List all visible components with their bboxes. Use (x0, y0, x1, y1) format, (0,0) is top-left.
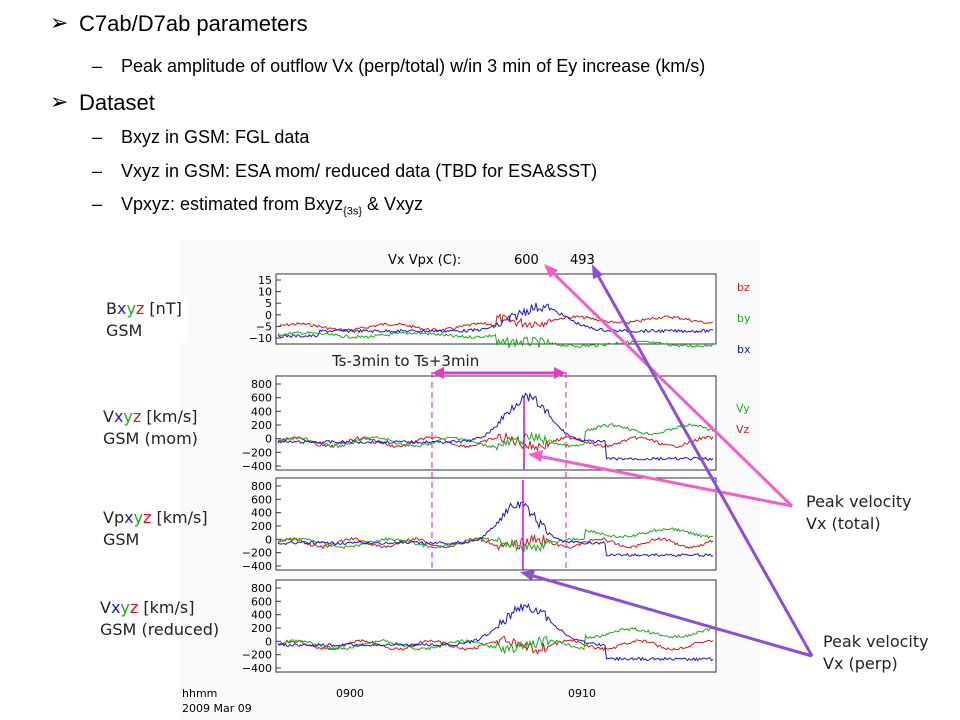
arrow-perp-peak-head (520, 570, 535, 581)
legend-by: by (737, 312, 751, 325)
panel-label-vmom: Vxyz [km/s] GSM (mom) (103, 407, 198, 448)
plot-header-label: Vx Vpx (C): (388, 253, 461, 268)
dash-bullet-icon: – (92, 161, 103, 181)
xyz-z: z (135, 299, 145, 318)
annotation-peak-total: Peak velocity Vx (total) (806, 492, 912, 533)
vp-trace-vx (277, 501, 714, 558)
vmom-tick-4: 0 (265, 433, 272, 446)
vred-tick-0: 800 (251, 582, 272, 595)
vp-trace-vy (277, 527, 714, 553)
panel-frame-vred (275, 579, 717, 673)
b-trace-by (277, 331, 714, 350)
b-trace-bx (277, 302, 714, 339)
b-tick-2: 5 (265, 297, 272, 310)
vmom-trace-vy (277, 423, 714, 452)
vred-tick-1: 600 (251, 595, 272, 608)
x-tick-0910: 0910 (568, 687, 596, 700)
vmom-tick-1: 600 (251, 392, 272, 405)
vmom-trace-vx (277, 392, 714, 462)
panel-label-b: Bxyz [nT] GSM (106, 298, 188, 342)
xyz-x: x (116, 299, 127, 318)
arrow-total-peak-head (528, 450, 543, 462)
vred-tick-4: 0 (265, 635, 272, 648)
vmom-tick-0: 800 (251, 378, 272, 391)
b-tick-3: 0 (265, 309, 272, 322)
dash-bullet-icon: – (92, 56, 103, 76)
vred-tick-6: −400 (242, 662, 272, 675)
vp-tick-3: 200 (251, 520, 272, 533)
annotation-peak-perp: Peak velocity Vx (perp) (823, 632, 929, 673)
vp-item-prefix: Vpxyz: estimated from Bxyz (121, 194, 344, 214)
panel-frame-vmom (275, 375, 717, 471)
dataset-item-bxyz: Bxyz in GSM: FGL data (121, 127, 310, 147)
b-tick-4: −5 (256, 320, 272, 333)
vred-tick-3: 200 (251, 622, 272, 635)
arrow-total-to-header (546, 266, 794, 508)
vred-trace-vy (277, 626, 714, 654)
arrow-perp-to-header (594, 271, 814, 657)
vmom-tick-2: 400 (251, 405, 272, 418)
vmom-tick-3: 200 (251, 419, 272, 432)
window-arrow-right-head (554, 367, 566, 379)
time-axis-label: hhmm (182, 687, 217, 700)
vp-tick-6: −400 (242, 560, 272, 573)
dash-bullet-icon: – (92, 194, 103, 214)
vp-tick-2: 400 (251, 507, 272, 520)
arrow-perp-to-peak (529, 573, 813, 658)
axis-ticks: 151050−5−108006004002000−200−40080060040… (242, 274, 281, 675)
vp-tick-4: 0 (265, 533, 272, 546)
date-label: 2009 Mar 09 (182, 702, 252, 715)
x-tick-0900: 0900 (336, 687, 364, 700)
dash-bullet-icon: – (92, 127, 103, 147)
arrow-bullet-icon: ➢ (50, 90, 69, 115)
plot-header-vx: 600 (514, 253, 539, 268)
legend-vy: Vy (736, 402, 750, 415)
arrow-total-to-peak (537, 454, 793, 508)
b-tick-1: 10 (258, 286, 272, 299)
bullet-title-dataset: Dataset (79, 90, 155, 115)
arrow-perp-header-head (592, 264, 603, 279)
vp-item-sub: {3s} (343, 205, 363, 218)
panel-frame-b (275, 273, 717, 345)
vmom-trace-vz (277, 431, 714, 452)
window-arrow-left-head (432, 367, 444, 379)
vred-trace-vz (277, 636, 714, 655)
window-label: Ts-3min to Ts+3min (331, 352, 479, 370)
vp-trace-vz (277, 533, 714, 551)
b-tick-5: −10 (249, 332, 272, 345)
vmom-tick-6: −400 (242, 460, 272, 473)
bullet-title-parameters: C7ab/D7ab parameters (79, 11, 308, 36)
dataset-item-vpxyz: Vpxyz: estimated from Bxyz{3s} & Vxyz (121, 193, 423, 223)
vp-item-suffix: & Vxyz (362, 194, 424, 214)
plot-header-vpx: 493 (570, 253, 595, 268)
legend-vz: Vz (736, 423, 750, 436)
legend-bz: bz (737, 281, 750, 294)
vp-tick-1: 600 (251, 493, 272, 506)
vred-trace-vx (277, 602, 714, 662)
arrow-bullet-icon: ➢ (50, 11, 69, 36)
vred-tick-2: 400 (251, 609, 272, 622)
b-tick-0: 15 (258, 274, 272, 287)
panel-label-vp: Vpxyz [km/s] GSM (103, 508, 208, 549)
legend-bx: bx (737, 343, 751, 356)
xyz-y: y (126, 299, 136, 318)
vred-tick-5: −200 (242, 649, 272, 662)
arrow-total-header-head (544, 264, 558, 278)
vp-tick-5: −200 (242, 547, 272, 560)
parameter-description: Peak amplitude of outflow Vx (perp/total… (121, 56, 706, 76)
vmom-tick-5: −200 (242, 446, 272, 459)
panel-label-vred: Vxyz [km/s] GSM (reduced) (100, 598, 220, 639)
vp-tick-0: 800 (251, 480, 272, 493)
dataset-item-vxyz: Vxyz in GSM: ESA mom/ reduced data (TBD … (121, 161, 598, 181)
data-traces (277, 302, 714, 662)
